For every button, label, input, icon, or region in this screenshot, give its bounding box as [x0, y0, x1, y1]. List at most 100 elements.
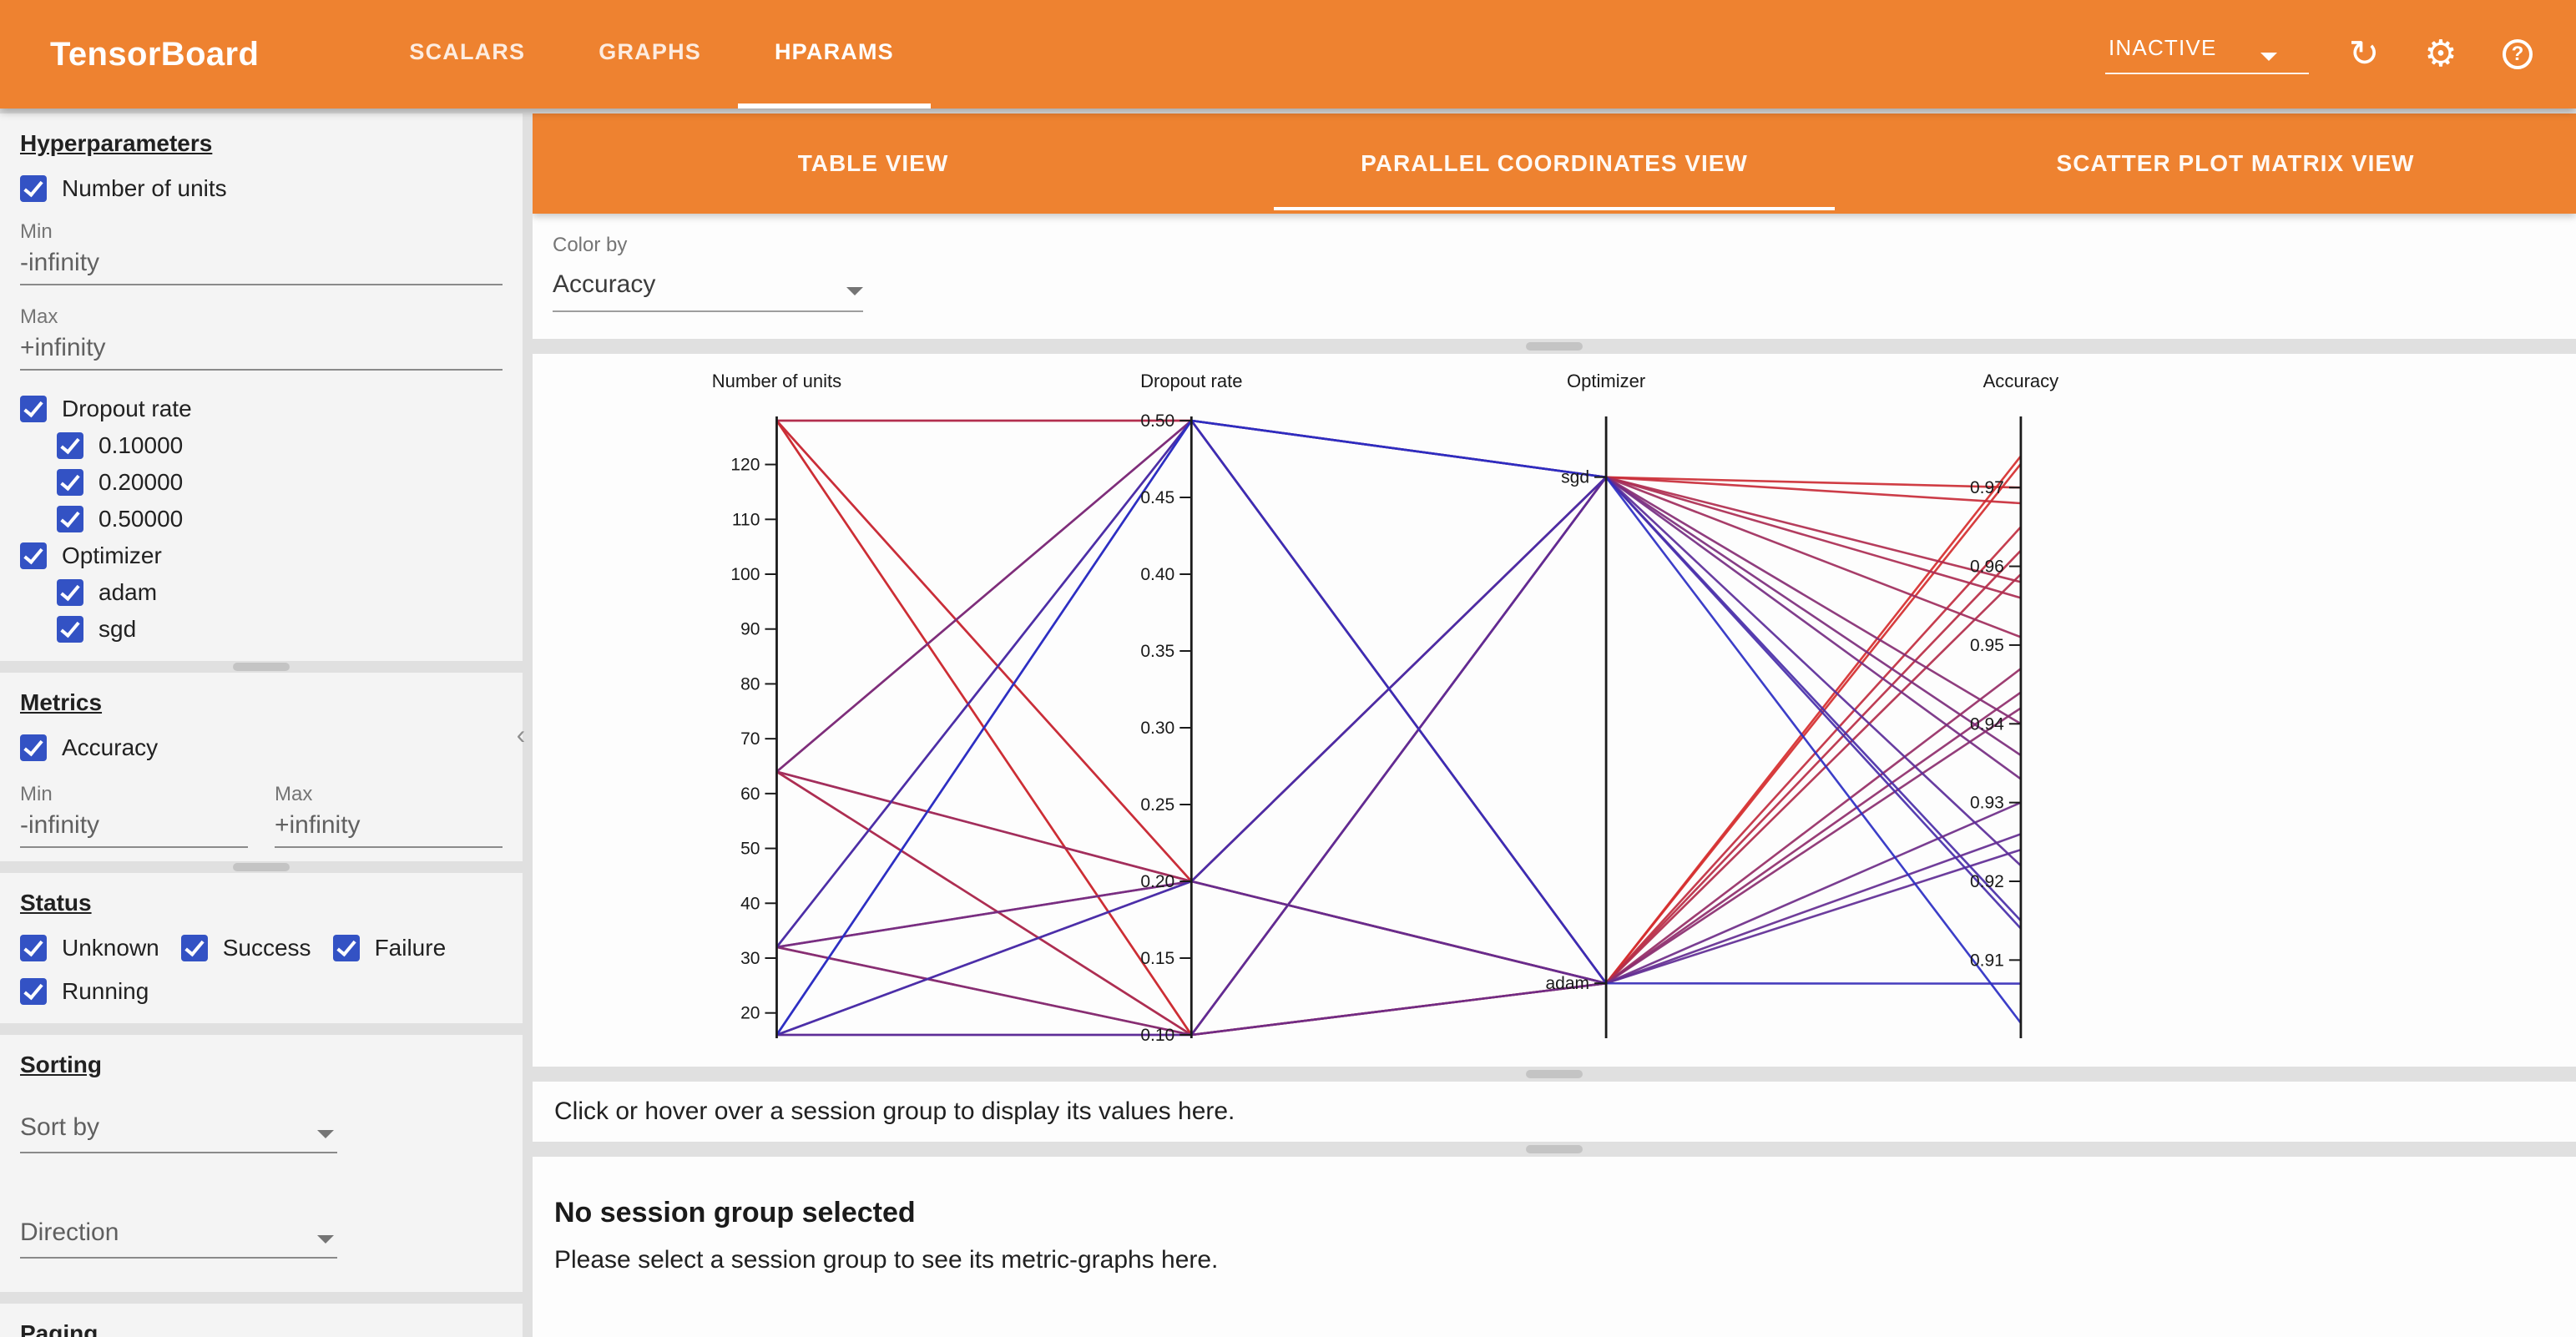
- chevron-down-icon: [2260, 52, 2277, 61]
- svg-text:0.25: 0.25: [1140, 795, 1174, 815]
- sort-by-select[interactable]: Sort by: [20, 1108, 337, 1153]
- checkbox-optimizer[interactable]: Optimizer: [20, 537, 503, 574]
- paging-section: Paging Number of matching session groups…: [0, 1304, 523, 1337]
- checkbox-icon: [20, 542, 47, 569]
- color-by-value: Accuracy: [553, 270, 656, 298]
- metrics-section: Metrics Accuracy Min Max: [0, 673, 523, 861]
- nav-tab-graphs[interactable]: GRAPHS: [599, 38, 701, 64]
- checkbox-optimizer-sgd[interactable]: sgd: [57, 611, 503, 648]
- units-min-input[interactable]: [20, 244, 503, 285]
- gear-icon[interactable]: ⚙: [2424, 33, 2457, 74]
- min-label: Min: [20, 783, 53, 805]
- resize-handle[interactable]: [233, 863, 290, 871]
- app-header: TensorBoard SCALARS GRAPHS HPARAMS INACT…: [0, 0, 2576, 108]
- svg-text:0.50: 0.50: [1140, 411, 1174, 431]
- checkbox-icon: [57, 579, 83, 606]
- checkbox-accuracy[interactable]: Accuracy: [20, 729, 503, 766]
- svg-text:0.30: 0.30: [1140, 719, 1174, 738]
- content-area: Hyperparameters Number of units Min Max …: [0, 108, 2576, 1337]
- status-heading: Status: [20, 890, 92, 916]
- checkbox-icon: [20, 734, 47, 761]
- checkbox-icon: [20, 396, 47, 422]
- svg-text:0.15: 0.15: [1140, 949, 1174, 968]
- parallel-coordinates-panel: Number of units 20 30 40 50 60 70 80 90 100 110 120…: [533, 354, 2576, 1067]
- status-options: Unknown Success Failure Running: [20, 930, 503, 1010]
- resize-handle[interactable]: [1526, 1070, 1583, 1078]
- paging-heading: Paging: [20, 1320, 98, 1337]
- checkbox-icon: [57, 506, 83, 532]
- checkbox-label: 0.50000: [98, 506, 184, 532]
- svg-text:Number of units: Number of units: [712, 371, 841, 391]
- checkbox-label: Unknown: [62, 935, 159, 961]
- checkbox-icon: [20, 935, 47, 961]
- accuracy-min-input[interactable]: [20, 806, 248, 848]
- checkbox-label: Dropout rate: [62, 396, 192, 421]
- checkbox-icon: [332, 935, 360, 961]
- panel-divider: [533, 1142, 2576, 1157]
- nav-tab-hparams[interactable]: HPARAMS: [737, 0, 931, 108]
- checkbox-label: sgd: [98, 616, 137, 642]
- main-area: TABLE VIEW PARALLEL COORDINATES VIEW SCA…: [533, 114, 2576, 1337]
- refresh-icon[interactable]: ↻: [2348, 33, 2380, 74]
- svg-text:0.93: 0.93: [1970, 794, 2004, 813]
- checkbox-status-unknown[interactable]: Unknown: [20, 930, 159, 966]
- resize-handle[interactable]: [233, 663, 290, 671]
- color-by-label: Color by: [553, 234, 628, 256]
- section-divider: [0, 861, 523, 873]
- empty-state-title: No session group selected: [554, 1197, 916, 1229]
- hyperparameters-heading: Hyperparameters: [20, 130, 213, 156]
- checkbox-dropout-option-2[interactable]: 0.20000: [57, 464, 503, 501]
- resize-handle[interactable]: [1526, 1145, 1583, 1153]
- data-mode-select[interactable]: INACTIVE: [2105, 35, 2309, 74]
- checkbox-dropout-option-3[interactable]: 0.50000: [57, 501, 503, 537]
- svg-text:Accuracy: Accuracy: [1983, 371, 2059, 391]
- resize-handle[interactable]: [1526, 342, 1583, 351]
- checkbox-label: Optimizer: [62, 542, 162, 568]
- units-max-input[interactable]: [20, 329, 503, 371]
- min-label: Min: [20, 220, 53, 243]
- svg-text:0.94: 0.94: [1970, 714, 2004, 734]
- tab-table-view[interactable]: TABLE VIEW: [797, 150, 949, 176]
- parallel-coordinates-plot[interactable]: Number of units 20 30 40 50 60 70 80 90 100 110 120…: [533, 354, 2576, 1067]
- svg-text:110: 110: [732, 510, 760, 529]
- help-icon[interactable]: ?: [2496, 33, 2539, 76]
- svg-text:90: 90: [740, 620, 760, 639]
- checkbox-status-success[interactable]: Success: [180, 930, 311, 966]
- checkbox-icon: [20, 978, 47, 1005]
- chevron-down-icon: [846, 287, 863, 295]
- checkbox-status-failure[interactable]: Failure: [332, 930, 446, 966]
- main-nav: SCALARS GRAPHS HPARAMS: [372, 0, 931, 108]
- svg-text:50: 50: [740, 840, 760, 859]
- panel-divider: [533, 339, 2576, 354]
- checkbox-optimizer-adam[interactable]: adam: [57, 574, 503, 611]
- color-by-select[interactable]: Accuracy: [553, 270, 863, 312]
- checkbox-number-of-units[interactable]: Number of units: [20, 170, 503, 207]
- color-by-panel: Color by Accuracy: [533, 214, 2576, 339]
- dropout-options: 0.10000 0.20000 0.50000: [57, 427, 503, 537]
- optimizer-options: adam sgd: [57, 574, 503, 648]
- checkbox-status-running[interactable]: Running: [20, 973, 149, 1010]
- checkbox-label: Running: [62, 978, 149, 1004]
- hyperparameters-section: Hyperparameters Number of units Min Max …: [0, 114, 523, 661]
- nav-tab-scalars[interactable]: SCALARS: [409, 38, 526, 64]
- accuracy-max-input[interactable]: [275, 806, 503, 848]
- data-mode-value: INACTIVE: [2109, 34, 2217, 60]
- svg-text:0.97: 0.97: [1970, 478, 2004, 497]
- tab-scatter-plot-matrix-view[interactable]: SCATTER PLOT MATRIX VIEW: [2056, 150, 2415, 176]
- max-label: Max: [275, 783, 313, 805]
- svg-text:0.20: 0.20: [1140, 872, 1174, 891]
- svg-text:0.96: 0.96: [1970, 558, 2004, 577]
- checkbox-icon: [57, 469, 83, 496]
- svg-text:0.10: 0.10: [1140, 1026, 1174, 1045]
- checkbox-dropout-rate[interactable]: Dropout rate: [20, 391, 503, 427]
- svg-text:40: 40: [740, 894, 760, 913]
- sidebar-resize-handle[interactable]: ‹: [516, 719, 526, 749]
- direction-select[interactable]: Direction: [20, 1213, 337, 1259]
- svg-text:60: 60: [740, 785, 760, 804]
- tab-parallel-coordinates-view[interactable]: PARALLEL COORDINATES VIEW: [1214, 114, 1895, 214]
- checkbox-dropout-option-1[interactable]: 0.10000: [57, 427, 503, 464]
- view-tabs: TABLE VIEW PARALLEL COORDINATES VIEW SCA…: [533, 114, 2576, 214]
- max-label: Max: [20, 305, 58, 328]
- checkbox-icon: [57, 432, 83, 459]
